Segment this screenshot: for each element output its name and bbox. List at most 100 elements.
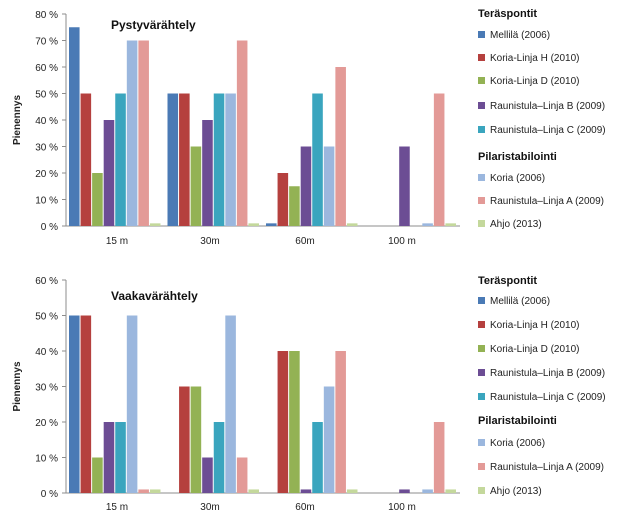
chart-1-bar	[69, 27, 80, 226]
chart-2-legend-swatch	[478, 463, 485, 470]
chart-1-x-tick-label: 30m	[200, 236, 219, 247]
chart-1-bar	[289, 186, 300, 226]
chart-1-bar	[138, 40, 149, 226]
chart-1-title: Pystyvärähtely	[111, 18, 196, 32]
chart-1-legend-swatch	[478, 31, 485, 38]
chart-1-legend-swatch	[478, 102, 485, 109]
chart-2-title: Vaakavärähtely	[111, 289, 198, 303]
chart-1-legend-label: Koria (2006)	[490, 173, 545, 184]
chart-2-y-tick-label: 60 %	[35, 276, 58, 287]
chart-2-legend-label: Koria-Linja D (2010)	[490, 344, 580, 355]
chart-2-bar	[225, 315, 236, 493]
chart-1-legend-swatch	[478, 220, 485, 227]
chart-2-bar	[179, 386, 190, 493]
chart-2-bar	[323, 386, 335, 493]
chart-2-legend-label: Raunistula–Linja C (2009)	[490, 392, 606, 403]
chart-1-y-tick-label: 30 %	[35, 143, 58, 154]
chart-2-bar	[115, 422, 126, 493]
chart-1-y-axis-title: Pienennys	[12, 95, 23, 145]
chart-1-legend-swatch	[478, 77, 485, 84]
chart-1-y-tick-label: 50 %	[35, 90, 58, 101]
chart-2-legend-label: Raunistula–Linja B (2009)	[490, 368, 605, 379]
chart-2-x-tick-label: 60m	[295, 502, 314, 513]
chart-1-y-tick-label: 40 %	[35, 116, 58, 127]
chart-1-y-tick-label: 20 %	[35, 169, 58, 180]
chart-1-legend-swatch	[478, 197, 485, 204]
chart-1-legend-label: Koria-Linja D (2010)	[490, 76, 580, 87]
chart-2-legend-label: Mellilä (2006)	[490, 296, 550, 307]
chart-1-legend-label: Koria-Linja H (2010)	[490, 53, 580, 64]
chart-1-legend-label: Raunistula–Linja C (2009)	[490, 125, 606, 136]
chart-1-bar	[126, 40, 138, 226]
chart-1-bar	[399, 146, 410, 226]
chart-1-bar	[80, 93, 92, 226]
chart-2-legend-swatch	[478, 297, 485, 304]
chart-1-bar	[266, 223, 277, 226]
chart-1-bar	[277, 173, 289, 226]
chart-2-bar	[202, 457, 213, 493]
chart-1-bar	[335, 67, 346, 226]
chart-2-x-tick-label: 30m	[200, 502, 219, 513]
chart-1-legend-swatch	[478, 126, 485, 133]
chart-1-bar	[190, 146, 202, 226]
chart-2-legend-heading: Teräspontit	[478, 275, 537, 287]
chart-2-bar	[300, 489, 312, 493]
chart-1-bar	[346, 223, 358, 226]
chart-1-bar	[323, 146, 335, 226]
chart-1-bar	[92, 173, 103, 226]
chart-2-legend-label: Koria-Linja H (2010)	[490, 320, 580, 331]
chart-2-legend-swatch	[478, 487, 485, 494]
chart-1-bar	[213, 93, 225, 226]
chart-2-bar	[190, 386, 202, 493]
chart-2-bar	[236, 457, 248, 493]
chart-2-legend-label: Koria (2006)	[490, 438, 545, 449]
chart-1-bar	[300, 146, 312, 226]
chart-1-legend-label: Ahjo (2013)	[490, 219, 542, 230]
chart-2-x-tick-label: 100 m	[388, 502, 416, 513]
chart-1-legend-swatch	[478, 54, 485, 61]
chart-2-legend-swatch	[478, 321, 485, 328]
chart-1-bar	[115, 93, 126, 226]
chart-2-y-tick-label: 40 %	[35, 347, 58, 358]
chart-2-y-tick-label: 50 %	[35, 312, 58, 323]
chart-2-bar	[445, 489, 456, 493]
chart-2-bar	[399, 489, 410, 493]
chart-1-bar	[103, 120, 115, 226]
chart-1-bar	[202, 120, 213, 226]
chart-1-y-tick-label: 60 %	[35, 63, 58, 74]
chart-2-y-tick-label: 20 %	[35, 418, 58, 429]
chart-1-x-tick-label: 100 m	[388, 236, 416, 247]
chart-2-bar	[433, 422, 445, 493]
chart-2-legend-heading: Pilaristabilointi	[478, 415, 557, 427]
chart-2-legend-label: Raunistula–Linja A (2009)	[490, 462, 604, 473]
chart-1-y-tick-label: 70 %	[35, 37, 58, 48]
chart-2-x-tick-label: 15 m	[106, 502, 128, 513]
chart-2-y-tick-label: 30 %	[35, 383, 58, 394]
chart-2-bar	[277, 351, 289, 493]
chart-2-bar	[149, 489, 161, 493]
chart-2-legend-swatch	[478, 345, 485, 352]
chart-2-bar	[69, 315, 80, 493]
chart-1-legend-heading: Pilaristabilointi	[478, 151, 557, 163]
chart-2-bar	[312, 422, 323, 493]
chart-1-bar	[433, 93, 445, 226]
chart-2-bar	[138, 489, 149, 493]
chart-2-bar	[126, 315, 138, 493]
chart-2-legend-swatch	[478, 439, 485, 446]
chart-1-bar	[179, 93, 190, 226]
chart-2-legend-swatch	[478, 369, 485, 376]
chart-2-y-axis-title: Pienennys	[12, 361, 23, 411]
chart-1-y-tick-label: 10 %	[35, 196, 58, 207]
chart-1-bar	[149, 223, 161, 226]
chart-2-y-tick-label: 10 %	[35, 454, 58, 465]
chart-1-bar	[422, 223, 433, 226]
chart-2-bar	[92, 457, 103, 493]
chart-1-bar	[167, 93, 179, 226]
chart-1-bar	[236, 40, 248, 226]
chart-1-y-tick-label: 0 %	[41, 222, 58, 233]
chart-1-x-tick-label: 60m	[295, 236, 314, 247]
chart-1-legend-label: Raunistula–Linja B (2009)	[490, 101, 605, 112]
chart-2-bar	[422, 489, 433, 493]
chart-1-bar	[445, 223, 456, 226]
